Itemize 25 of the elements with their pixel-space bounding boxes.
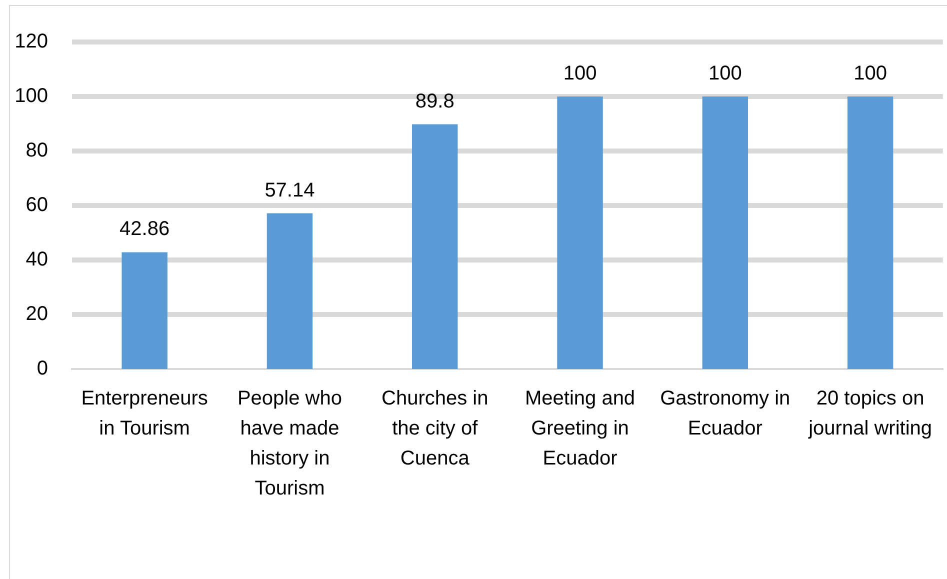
y-tick-label: 20	[26, 303, 48, 326]
bar	[702, 96, 748, 369]
y-tick-label: 120	[14, 30, 48, 53]
bar	[847, 96, 894, 369]
y-tick-label: 0	[36, 358, 48, 380]
x-tick-label: Gastronomy in Ecuador	[660, 388, 790, 440]
data-label: 89.8	[415, 90, 454, 112]
data-label: 100	[563, 62, 597, 84]
data-label: 42.86	[120, 218, 170, 240]
y-tick-label: 100	[14, 85, 48, 108]
y-tick-label: 80	[26, 140, 48, 162]
x-tick-label: Enterpreneurs in Tourism	[81, 388, 208, 440]
data-label: 100	[708, 62, 742, 84]
bar	[266, 213, 313, 369]
data-label: 100	[854, 62, 887, 84]
y-tick-label: 40	[26, 248, 48, 271]
y-tick-label: 60	[26, 194, 48, 216]
data-label: 57.14	[264, 179, 315, 202]
x-tick-label: People who have made history in Tourism	[237, 388, 342, 500]
x-tick-label: Churches in the city of Cuenca	[382, 388, 488, 470]
x-tick-label: Meeting and Greeting in Ecuador	[524, 388, 636, 470]
bar	[122, 252, 168, 369]
x-tick-label: 20 topics on journal writing	[808, 388, 932, 440]
bar	[557, 96, 603, 369]
bar	[412, 124, 458, 369]
